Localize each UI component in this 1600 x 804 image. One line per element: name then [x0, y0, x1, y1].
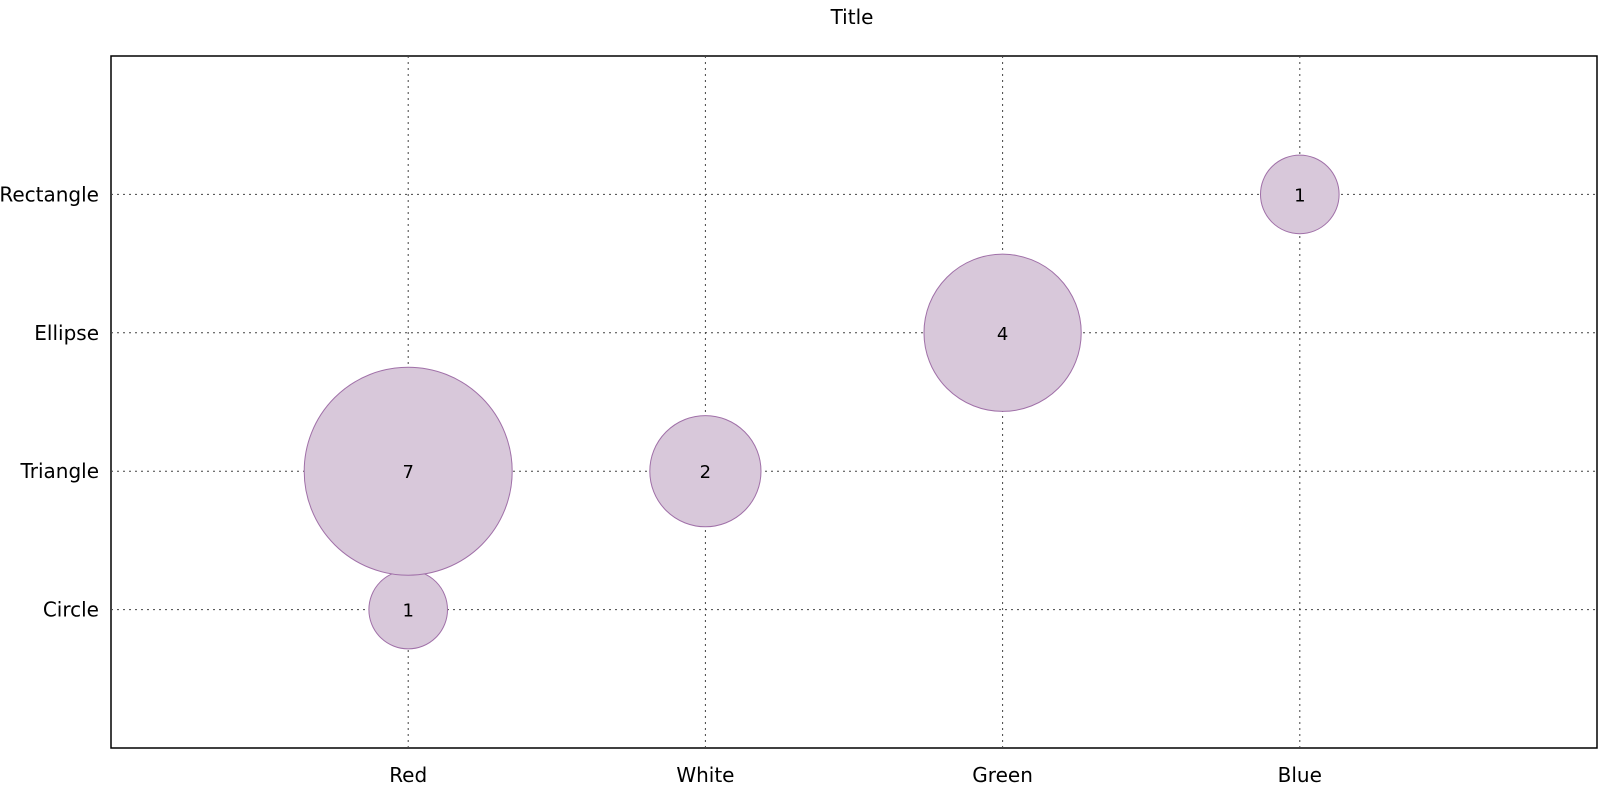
x-tick-label: Red — [389, 763, 427, 787]
bubble-point — [649, 415, 762, 528]
bubble-data-label: 2 — [700, 462, 711, 483]
bubble-point — [923, 253, 1082, 412]
plot-area-frame — [110, 55, 1598, 749]
y-axis-ticks: Circle Triangle Ellipse Rectangle — [0, 182, 99, 621]
chart-title: Title — [830, 5, 874, 29]
bubble-data-label: 4 — [997, 324, 1008, 345]
bubble-data-label: 1 — [402, 601, 413, 622]
x-tick-label: Blue — [1278, 763, 1322, 787]
bubble-series: 1 7 2 4 1 — [303, 154, 1340, 650]
bubble-data-label: 7 — [402, 462, 413, 483]
bubble-point — [303, 366, 513, 576]
bubble-point — [1259, 154, 1340, 235]
bubble-data-label: 1 — [1294, 185, 1305, 206]
y-tick-label: Triangle — [19, 459, 99, 483]
y-tick-label: Ellipse — [34, 321, 99, 345]
x-axis-ticks: Red White Green Blue — [389, 763, 1322, 787]
x-tick-label: White — [676, 763, 734, 787]
x-tick-label: Green — [972, 763, 1033, 787]
y-tick-label: Circle — [43, 598, 99, 622]
y-tick-label: Rectangle — [0, 182, 99, 206]
